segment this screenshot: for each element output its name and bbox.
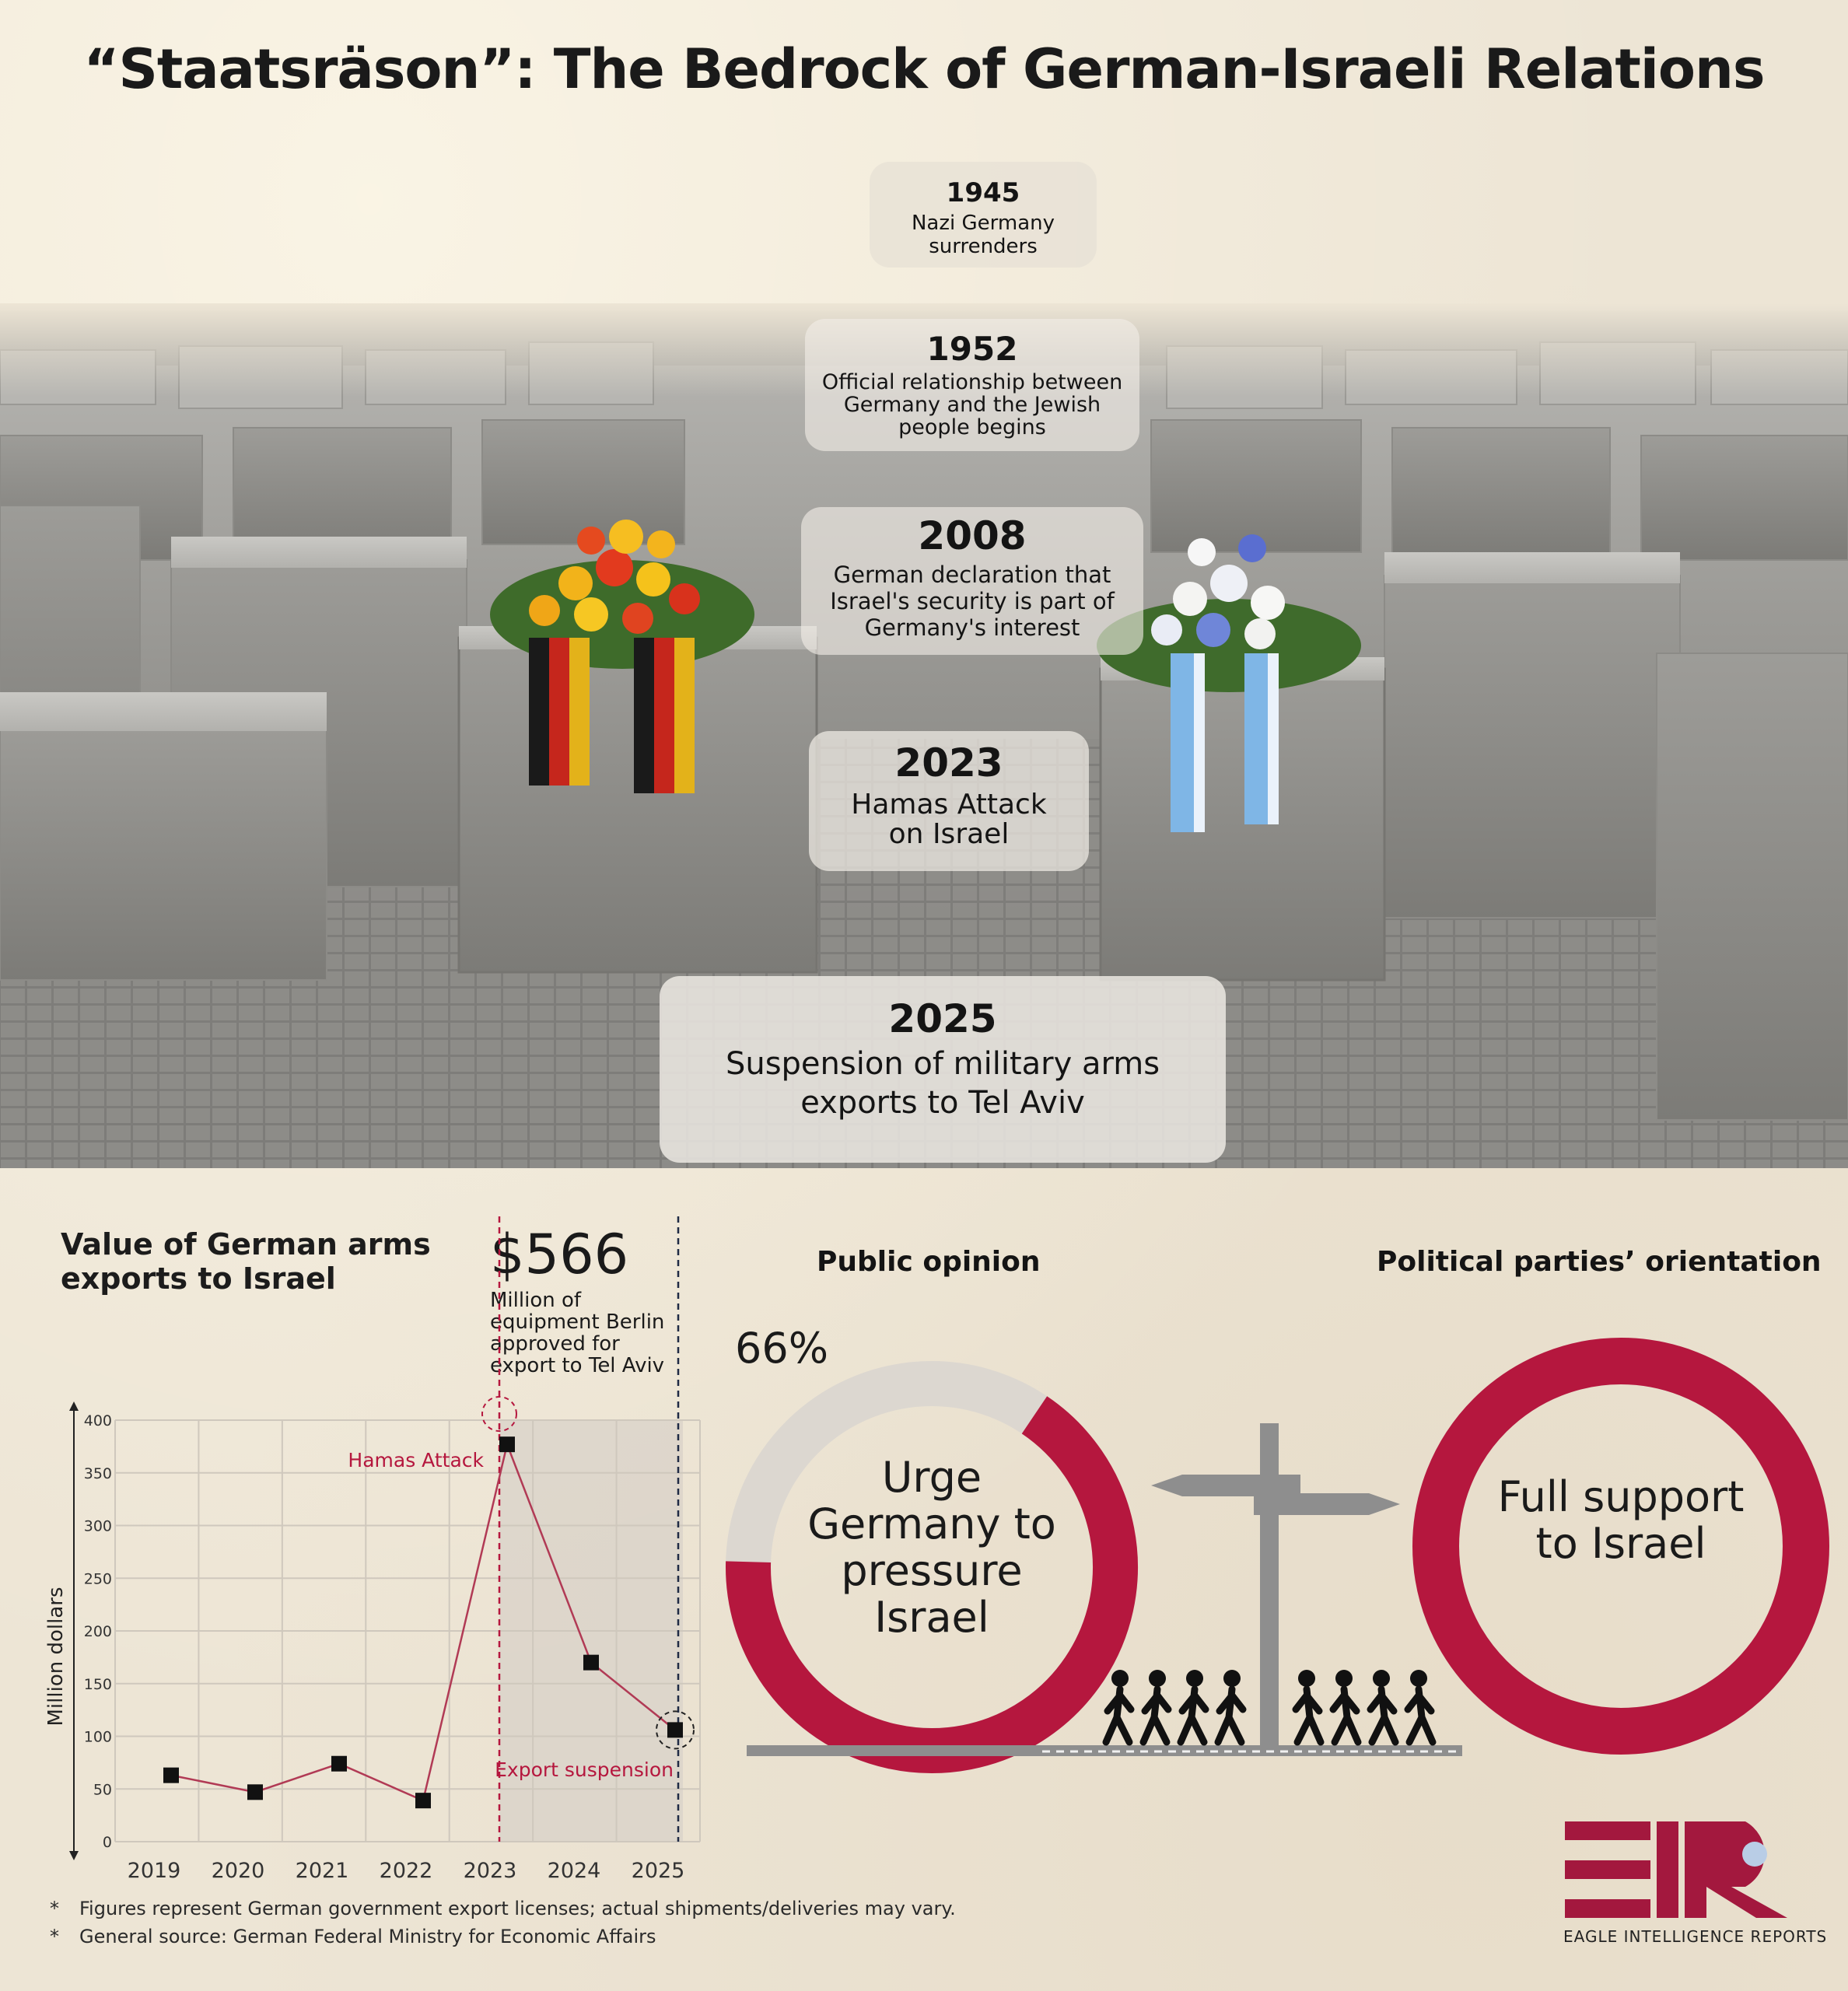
- parties-donut: [1412, 1338, 1829, 1755]
- data-point: [415, 1793, 431, 1809]
- crossroads-illustration: [747, 1423, 1462, 1756]
- x-tick-label: 2023: [464, 1859, 517, 1882]
- timeline-desc: German declaration that Israel's securit…: [830, 562, 1115, 641]
- attack-marker-circle: [481, 1396, 517, 1432]
- timeline-item-1945: 1945 Nazi Germany surrenders: [870, 162, 1097, 268]
- arms-exports-line-chart: 0 50 100 150 200 250 300 350 400 2019 2020 2021 2022…: [44, 1213, 701, 1882]
- y-axis-arrow-down-icon: [69, 1851, 79, 1860]
- signpost-icon: [1260, 1423, 1279, 1750]
- public-opinion-title: Public opinion: [817, 1246, 1041, 1278]
- y-axis-label: Million dollars: [44, 1587, 68, 1726]
- data-point: [667, 1722, 683, 1738]
- footnote-marker: *: [50, 1898, 59, 1919]
- callout-value: $566: [490, 1223, 629, 1286]
- y-tick-label: 0: [103, 1834, 112, 1851]
- walker-figure: [1139, 1670, 1172, 1746]
- timeline-year: 2025: [888, 996, 997, 1041]
- data-point: [163, 1767, 179, 1783]
- page-title: “Staatsräson”: The Bedrock of German-Isr…: [83, 37, 1766, 101]
- y-tick-label: 150: [84, 1676, 112, 1693]
- data-point: [331, 1755, 347, 1772]
- timeline-year: 2023: [894, 740, 1003, 786]
- data-point: [583, 1654, 599, 1671]
- callout-desc: Million of equipment Berlin approved for…: [490, 1289, 665, 1377]
- x-tick-label: 2024: [548, 1859, 601, 1882]
- parties-title: Political parties’ orientation: [1377, 1246, 1822, 1278]
- timeline-desc: Nazi Germany surrenders: [911, 212, 1055, 258]
- walker-figure: [1102, 1670, 1135, 1746]
- annotation-export-suspension: Export suspension: [495, 1758, 674, 1781]
- walker-figure: [1177, 1670, 1209, 1746]
- footnote-marker: *: [50, 1926, 59, 1947]
- walker-figure: [1404, 1670, 1437, 1746]
- timeline-year: 1945: [946, 177, 1020, 208]
- x-tick-label: 2021: [296, 1859, 349, 1882]
- series-points: [163, 1436, 695, 1809]
- data-point: [247, 1784, 263, 1800]
- timeline-item-2025: 2025 Suspension of military arms exports…: [660, 976, 1226, 1163]
- y-axis-arrow-up-icon: [69, 1401, 79, 1411]
- timeline-item-1952: 1952 Official relationship between Germa…: [805, 319, 1139, 451]
- annotation-hamas-attack: Hamas Attack: [348, 1449, 484, 1471]
- timeline-desc: Hamas Attack on Israel: [851, 789, 1047, 850]
- donut-value-arc: [1412, 1338, 1829, 1755]
- sign-right-arrow-icon: [1254, 1493, 1400, 1515]
- chart-title: Value of German arms exports to Israel: [61, 1227, 431, 1296]
- sign-left-arrow-icon: [1151, 1475, 1300, 1496]
- eir-logo: [1565, 1821, 1787, 1918]
- event-lines: [481, 1213, 680, 1842]
- y-tick-label: 250: [84, 1570, 112, 1587]
- walker-figure: [1329, 1670, 1362, 1746]
- walker-figure: [1367, 1670, 1399, 1746]
- y-tick-label: 400: [84, 1412, 112, 1429]
- chart-grid: [114, 1419, 701, 1842]
- timeline-year: 2008: [918, 513, 1027, 558]
- chart-labels: Hamas Attack Export suspension: [348, 1449, 674, 1781]
- suspension-marker-circle: [656, 1710, 695, 1750]
- timeline-desc: Official relationship between Germany an…: [821, 370, 1123, 439]
- timeline-desc: Suspension of military arms exports to T…: [725, 1046, 1160, 1121]
- data-point: [499, 1436, 515, 1453]
- y-tick-label: 200: [84, 1623, 112, 1640]
- y-tick-label: 100: [84, 1729, 112, 1746]
- y-tick-label: 350: [84, 1465, 112, 1482]
- walking-people-icon: [1102, 1670, 1437, 1746]
- x-tick-label: 2020: [212, 1859, 265, 1882]
- footnote-2: * General source: German Federal Ministry…: [50, 1926, 656, 1947]
- x-tick-label: 2019: [128, 1859, 181, 1882]
- public-opinion-label: Urge Germany to pressure Israel: [807, 1453, 1056, 1642]
- logo-text: EAGLE INTELLIGENCE REPORTS: [1563, 1927, 1828, 1946]
- parties-label: Full support to Israel: [1497, 1472, 1745, 1568]
- x-tick-label: 2025: [632, 1859, 685, 1882]
- timeline-item-2008: 2008 German declaration that Israel's se…: [801, 507, 1143, 655]
- walker-figure: [1214, 1670, 1247, 1746]
- chart-axes: 0 50 100 150 200 250 300 350 400 2019 2020 2021 2022…: [69, 1401, 684, 1882]
- public-opinion-percent: 66%: [735, 1324, 829, 1373]
- y-tick-label: 300: [84, 1518, 112, 1535]
- x-tick-label: 2022: [380, 1859, 433, 1882]
- timeline-item-2023: 2023 Hamas Attack on Israel: [809, 731, 1089, 871]
- y-tick-label: 50: [93, 1781, 112, 1798]
- walker-figure: [1292, 1670, 1325, 1746]
- timeline-year: 1952: [926, 330, 1018, 368]
- footnote-1: * Figures represent German government exp…: [50, 1898, 956, 1919]
